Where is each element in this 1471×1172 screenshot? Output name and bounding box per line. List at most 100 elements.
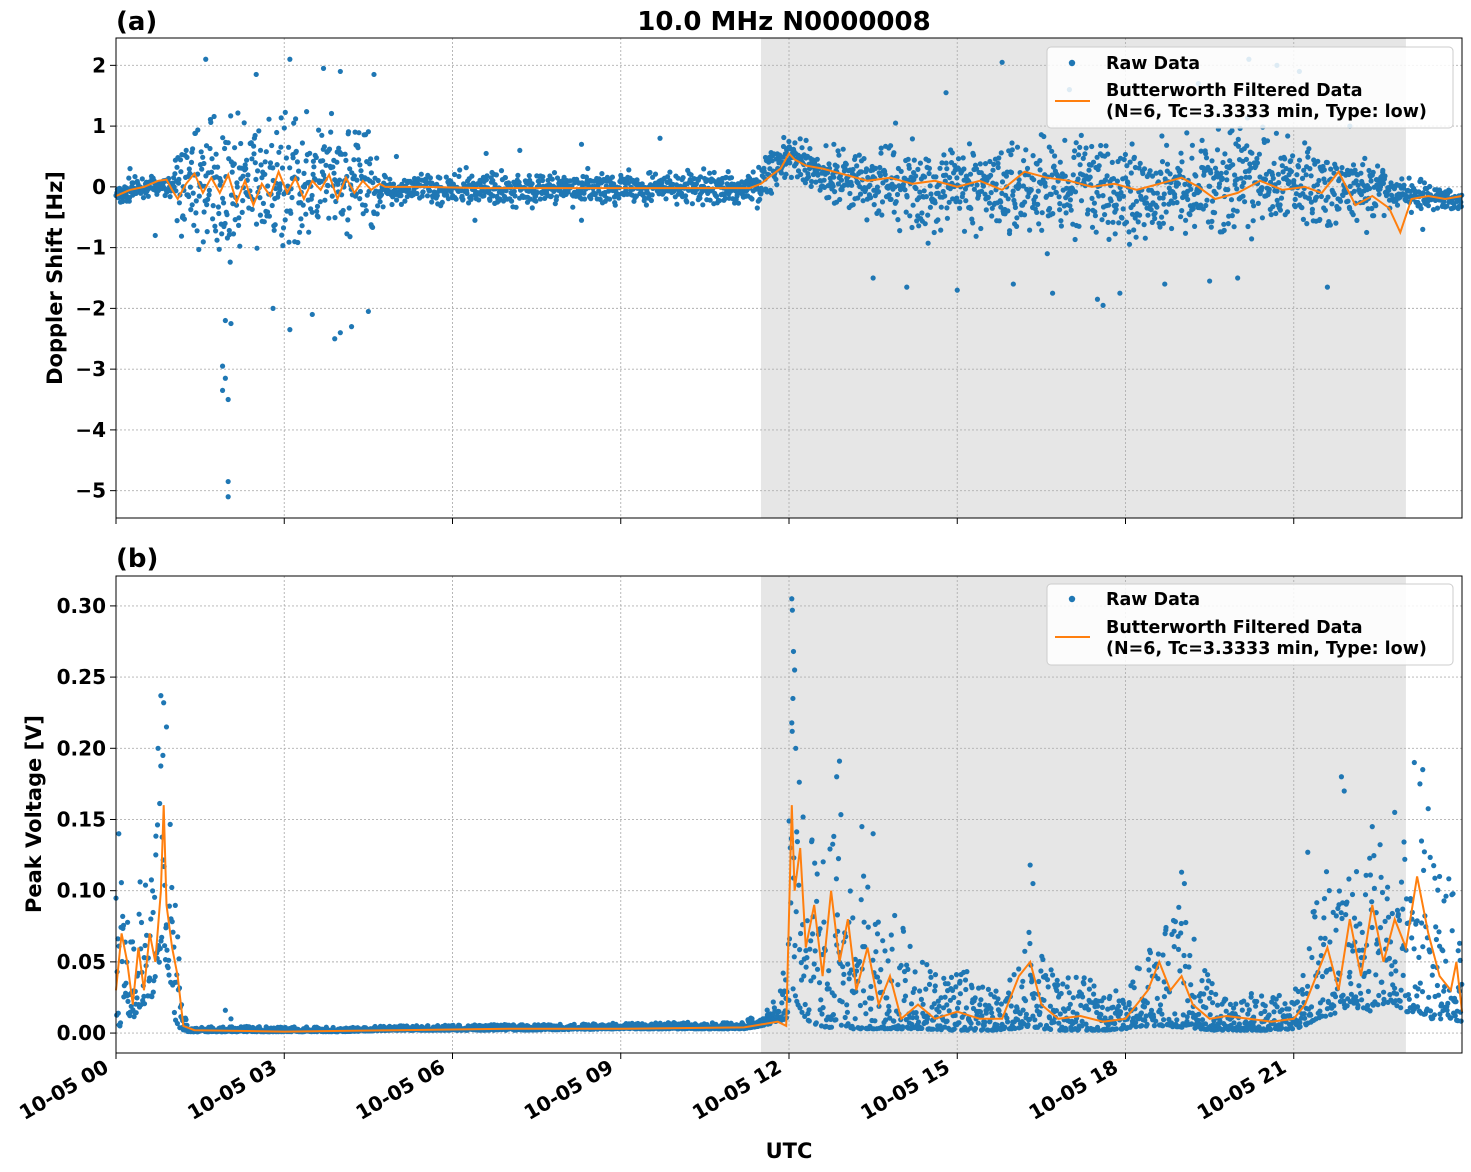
raw-data-point xyxy=(1394,202,1401,208)
raw-data-outlier xyxy=(1049,290,1056,296)
raw-data-point xyxy=(193,210,199,216)
raw-data-point xyxy=(1147,168,1153,174)
raw-data-point xyxy=(1120,1000,1127,1007)
raw-data-point xyxy=(1353,178,1359,184)
raw-data-point xyxy=(972,995,978,1001)
panel-a-legend-raw-label: Raw Data xyxy=(1106,54,1200,74)
raw-data-point xyxy=(612,202,618,208)
raw-data-point xyxy=(1203,202,1209,209)
raw-data-point xyxy=(196,246,202,253)
raw-data-point xyxy=(898,962,904,969)
raw-data-outlier xyxy=(1420,226,1426,232)
raw-data-point xyxy=(278,144,284,150)
raw-data-point xyxy=(258,162,264,168)
raw-data-point xyxy=(1143,195,1149,201)
raw-data-point xyxy=(1259,215,1265,221)
raw-data-point xyxy=(1309,206,1315,212)
raw-data-point xyxy=(1164,142,1170,148)
raw-data-point xyxy=(1136,966,1142,972)
raw-data-point xyxy=(819,1011,825,1017)
raw-data-point xyxy=(225,140,231,146)
raw-data-point xyxy=(877,164,883,171)
raw-data-point xyxy=(1070,172,1076,178)
raw-data-point xyxy=(1022,199,1028,205)
raw-data-point xyxy=(249,206,255,212)
panel-a-legend: Raw Data Butterworth Filtered Data (N=6, … xyxy=(1046,46,1454,129)
raw-data-point xyxy=(1354,217,1360,223)
raw-data-point xyxy=(918,996,925,1003)
raw-data-point xyxy=(978,997,984,1003)
raw-data-point xyxy=(852,1016,858,1022)
raw-data-point xyxy=(924,962,930,968)
raw-data-point xyxy=(989,205,995,211)
raw-data-point xyxy=(942,193,948,199)
raw-data-point xyxy=(1038,968,1044,974)
raw-data-point xyxy=(1350,212,1356,218)
raw-data-point xyxy=(1035,201,1041,207)
raw-data-point xyxy=(1178,150,1184,156)
raw-data-point xyxy=(683,193,689,199)
raw-data-point xyxy=(213,228,219,234)
raw-data-point xyxy=(1182,181,1188,187)
raw-data-point xyxy=(893,199,899,205)
raw-data-outlier xyxy=(831,141,837,147)
raw-data-point xyxy=(1078,1002,1084,1009)
raw-data-point xyxy=(1058,218,1064,224)
raw-data-point xyxy=(652,171,659,177)
raw-data-point xyxy=(356,157,362,163)
raw-data-point xyxy=(1209,218,1215,224)
raw-data-point xyxy=(365,129,371,135)
raw-data-point xyxy=(917,189,923,195)
raw-data-point xyxy=(1140,170,1146,177)
raw-data-point xyxy=(356,130,362,136)
raw-data-point xyxy=(995,160,1001,166)
raw-data-point xyxy=(1191,936,1197,942)
raw-data-outlier xyxy=(393,153,400,160)
raw-data-point xyxy=(852,956,858,962)
raw-data-point xyxy=(957,199,963,205)
raw-data-point xyxy=(186,166,192,172)
raw-data-point xyxy=(1121,156,1127,163)
raw-data-point xyxy=(953,984,959,990)
raw-data-point xyxy=(803,948,809,954)
raw-data-point xyxy=(927,204,934,210)
raw-data-point xyxy=(1376,191,1382,197)
raw-data-outlier xyxy=(365,308,371,315)
raw-data-point xyxy=(1229,213,1235,219)
raw-data-point xyxy=(954,175,960,181)
raw-data-point xyxy=(1152,210,1158,216)
raw-data-point xyxy=(988,991,994,997)
raw-data-point xyxy=(293,116,299,122)
raw-data-point xyxy=(983,207,989,213)
raw-data-point xyxy=(817,926,823,932)
raw-data-point xyxy=(451,171,458,178)
raw-data-point xyxy=(345,129,352,135)
raw-data-point xyxy=(198,149,204,155)
raw-data-point xyxy=(828,1024,835,1030)
raw-data-point xyxy=(1087,977,1093,983)
raw-data-point xyxy=(1308,173,1314,179)
raw-data-point xyxy=(963,986,969,993)
raw-data-point xyxy=(335,181,341,187)
raw-data-point xyxy=(370,180,376,186)
raw-data-point xyxy=(186,193,192,200)
raw-data-point xyxy=(1062,173,1068,179)
raw-data-point xyxy=(1031,177,1037,183)
raw-data-point xyxy=(330,164,336,170)
raw-data-point xyxy=(1129,211,1136,217)
raw-data-point xyxy=(947,175,953,181)
raw-data-point xyxy=(859,1025,865,1031)
raw-data-point xyxy=(1067,1001,1073,1007)
raw-data-point xyxy=(996,218,1002,224)
raw-data-point xyxy=(1057,1011,1063,1017)
raw-data-point xyxy=(138,919,145,926)
raw-data-point xyxy=(1418,205,1424,212)
panel-b-label: (b) xyxy=(116,544,158,574)
raw-data-point xyxy=(1328,166,1334,172)
raw-data-point xyxy=(418,171,424,177)
raw-data-point xyxy=(1110,1004,1116,1010)
raw-data-point xyxy=(154,822,161,828)
raw-data-point xyxy=(172,171,178,177)
raw-data-point xyxy=(968,205,974,212)
raw-data-point xyxy=(345,217,351,223)
